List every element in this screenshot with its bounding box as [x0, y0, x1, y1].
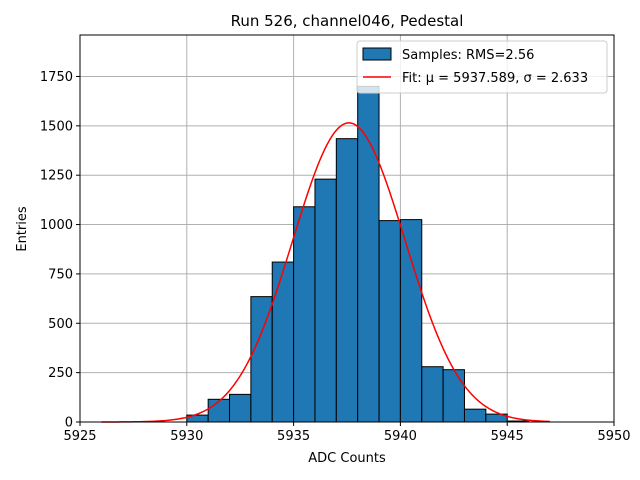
- y-tick-label-5: 1250: [40, 169, 73, 184]
- histogram-bar: [399, 219, 423, 423]
- legend-box: [356, 40, 608, 94]
- y-tick-label-1: 250: [48, 366, 73, 381]
- histogram-bar: [207, 398, 231, 423]
- legend-entry-fit: Fit: μ = 5937.589, σ = 2.633: [402, 71, 588, 86]
- y-tick-label-0: 0: [65, 416, 73, 431]
- histogram-bar: [314, 178, 337, 423]
- histogram-bar: [378, 220, 401, 423]
- histogram-bar: [463, 408, 487, 423]
- x-tick-label-2: 5935: [277, 429, 310, 444]
- histogram-bar: [335, 138, 359, 423]
- histogram-bar: [229, 393, 252, 423]
- x-tick-label-5: 5950: [597, 429, 630, 444]
- histogram-bar: [293, 206, 316, 423]
- y-axis-ticks: 0 250 500 750 1000 1250 1500 1750: [40, 70, 80, 431]
- plot-frame: [79, 34, 615, 423]
- legend-swatch-samples: [362, 47, 392, 61]
- y-tick-label-7: 1750: [40, 70, 73, 85]
- y-tick-label-4: 1000: [40, 218, 73, 233]
- y-tick-label-6: 1500: [40, 119, 73, 134]
- chart-title: Run 526, channel046, Pedestal: [231, 12, 464, 30]
- histogram-bar: [250, 296, 273, 423]
- x-tick-label-3: 5940: [384, 429, 417, 444]
- legend-entry-samples: Samples: RMS=2.56: [402, 48, 534, 63]
- y-axis-label: Entries: [15, 206, 30, 252]
- histogram-bar: [271, 261, 295, 423]
- x-tick-label-4: 5945: [491, 429, 524, 444]
- histogram-bar: [442, 369, 465, 423]
- histogram-bars: [186, 85, 530, 423]
- histogram-bar: [357, 85, 380, 423]
- x-axis-ticks: 5925 5930 5935 5940 5945 5950: [63, 422, 631, 444]
- x-tick-label-0: 5925: [63, 429, 96, 444]
- histogram-bar: [421, 366, 444, 423]
- y-tick-label-2: 500: [48, 317, 73, 332]
- y-tick-label-3: 750: [48, 267, 73, 282]
- x-tick-label-1: 5930: [170, 429, 203, 444]
- fit-curve: [101, 122, 550, 423]
- legend: Samples: RMS=2.56 Fit: μ = 5937.589, σ =…: [356, 40, 608, 94]
- x-axis-label: ADC Counts: [308, 451, 386, 466]
